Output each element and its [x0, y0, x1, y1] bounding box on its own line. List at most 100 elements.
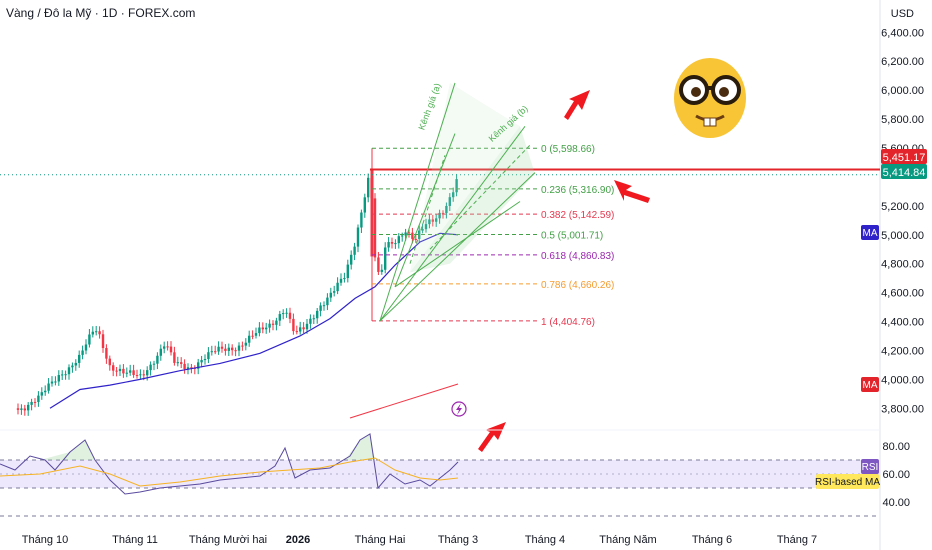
candle — [186, 367, 190, 370]
candle — [295, 331, 298, 333]
candle — [278, 314, 281, 321]
price-axis-label: 4,200.00 — [881, 345, 924, 357]
time-axis-label: Tháng Mười hai — [189, 534, 267, 546]
time-axis-label: Tháng 3 — [438, 534, 478, 546]
candle — [424, 224, 428, 230]
lightning-bolt-glyph — [456, 403, 462, 415]
candle — [234, 350, 237, 352]
candle — [169, 346, 173, 353]
nerd-face-icon — [674, 58, 746, 138]
currency-label[interactable]: USD — [890, 8, 914, 20]
candle — [288, 312, 292, 319]
time-axis-label: Tháng 11 — [112, 534, 158, 546]
candle — [64, 374, 67, 376]
pitchfork-label-a: Kênh giá (a) — [416, 82, 442, 131]
rsi-ma-badge-bg — [816, 474, 879, 489]
candle — [394, 243, 397, 245]
candle — [448, 197, 451, 206]
price-axis-label: 4,000.00 — [881, 374, 924, 386]
candle — [414, 238, 417, 240]
rsi-axis-label: 60.00 — [882, 469, 910, 481]
candle — [20, 408, 23, 410]
price-axis-label: 4,400.00 — [881, 317, 924, 329]
rsi-ma-line — [0, 457, 459, 487]
candle — [91, 331, 94, 335]
pitchfork-fill — [410, 82, 520, 273]
candle — [71, 365, 74, 368]
candle — [135, 375, 139, 377]
candle — [220, 346, 224, 349]
candle — [105, 348, 108, 359]
candle — [397, 236, 400, 244]
candle — [360, 212, 363, 228]
candle — [407, 232, 411, 234]
candle — [431, 219, 434, 222]
rsi-axis-label: 40.00 — [882, 497, 910, 509]
candle — [231, 347, 234, 351]
fib-level-label: 0.236 (5,316.90) — [541, 185, 614, 196]
candle — [23, 408, 26, 411]
candle — [112, 365, 115, 371]
resistance-price-tag — [881, 149, 927, 164]
candle — [441, 212, 445, 214]
candle — [50, 381, 54, 384]
pitchfork-fill — [410, 126, 535, 273]
time-axis-label: Tháng 10 — [22, 534, 68, 546]
candle — [67, 367, 71, 375]
chart-title: Vàng / Đô la Mỹ · 1D · FOREX.com — [6, 6, 196, 20]
candle — [329, 292, 332, 298]
price-axis-label: 5,200.00 — [881, 201, 924, 213]
candle — [401, 235, 404, 237]
candle — [224, 348, 227, 351]
candle — [377, 257, 380, 272]
candle — [421, 229, 424, 231]
pitchfork-line — [394, 201, 521, 288]
time-axis-label: Tháng 6 — [692, 534, 732, 546]
candle — [190, 367, 193, 369]
candle — [78, 354, 81, 363]
time-axis-label: Tháng 7 — [777, 534, 817, 546]
candle — [180, 362, 183, 364]
candle — [271, 323, 275, 325]
fib-level-label: 0.618 (4,860.83) — [541, 251, 614, 262]
candle — [183, 363, 186, 370]
candle — [101, 334, 105, 349]
candle — [33, 401, 37, 403]
time-axis-label: Tháng Hai — [355, 534, 406, 546]
fib-level-label: 0.382 (5,142.59) — [541, 210, 614, 221]
candle — [37, 395, 40, 403]
candle — [390, 242, 394, 244]
ma-badge-bottom-bg — [861, 377, 879, 392]
candle — [282, 313, 285, 315]
resistance-price-tag-text: 5,451.17 — [883, 152, 926, 164]
candle — [142, 374, 145, 376]
price-axis-label: 5,000.00 — [881, 230, 924, 242]
ma-line — [49, 232, 459, 409]
candle — [353, 246, 356, 255]
price-axis-label: 5,800.00 — [881, 114, 924, 126]
fib-level-label: 1 (4,404.76) — [541, 317, 595, 328]
candle — [258, 327, 261, 334]
ma-badge-bottom — [861, 377, 879, 392]
candle — [445, 205, 448, 214]
candle — [118, 368, 122, 372]
candle — [166, 346, 169, 348]
rsi-overbought-fill — [345, 434, 375, 460]
candle — [302, 327, 305, 330]
fib-level-label: 0.5 (5,001.71) — [541, 231, 603, 242]
ma-badge-bottom-text: MA — [863, 380, 878, 391]
candle — [343, 278, 346, 280]
pitchfork-line — [379, 82, 456, 322]
candle — [326, 297, 329, 306]
red-arrow-top — [564, 90, 590, 120]
rsi-line — [0, 433, 459, 495]
candle — [356, 227, 360, 247]
candle — [251, 335, 254, 337]
candle — [373, 198, 377, 258]
candle — [139, 374, 142, 376]
candle — [292, 318, 295, 332]
candle — [207, 352, 210, 360]
candle — [435, 218, 438, 222]
